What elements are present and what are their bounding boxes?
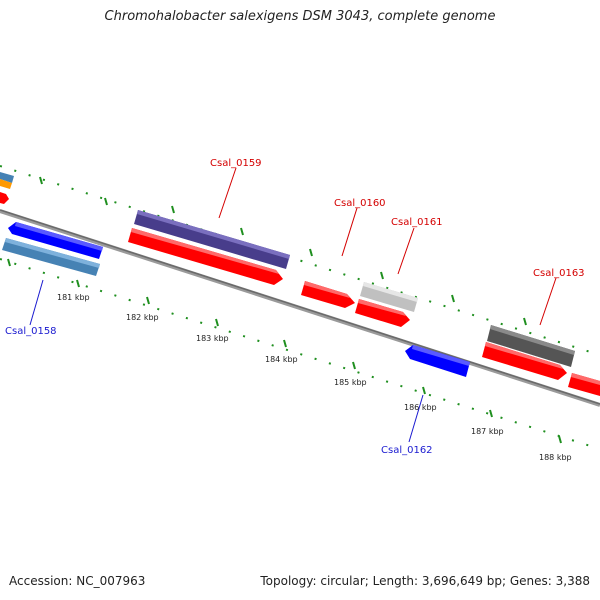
- outer-tick-row: [0, 165, 600, 356]
- scale-label-187: 187 kbp: [471, 427, 504, 436]
- inner-major-ticks: [7, 258, 562, 444]
- scale-label-181: 181 kbp: [57, 293, 90, 302]
- gene-forward-red-long[interactable]: [128, 228, 283, 285]
- gene-csal-0158[interactable]: [2, 238, 100, 276]
- scale-label-185: 185 kbp: [334, 378, 367, 387]
- accession-text: Accession: NC_007963: [9, 574, 146, 588]
- gene-csal-0163[interactable]: [487, 325, 575, 367]
- label-csal-0159: Csal_0159: [210, 158, 262, 169]
- gene-forward-red-mid[interactable]: [355, 299, 410, 327]
- callout-lines: [29, 167, 557, 443]
- outer-major-ticks: [39, 176, 527, 326]
- scale-label-186: 186 kbp: [404, 403, 437, 412]
- scale-label-188: 188 kbp: [539, 453, 572, 462]
- gene-csal-0162[interactable]: [405, 345, 470, 377]
- scale-label-184: 184 kbp: [265, 355, 298, 364]
- label-csal-0162: Csal_0162: [381, 445, 433, 456]
- scale-label-182: 182 kbp: [126, 313, 159, 322]
- map-title: Chromohalobacter salexigens DSM 3043, co…: [104, 9, 496, 24]
- label-csal-0161: Csal_0161: [391, 217, 443, 228]
- scale-label-183: 183 kbp: [196, 334, 229, 343]
- gene-csal-0160[interactable]: [301, 281, 355, 308]
- label-csal-0160: Csal_0160: [334, 198, 386, 209]
- backbone: [0, 209, 600, 407]
- label-csal-0158: Csal_0158: [5, 326, 57, 337]
- genome-summary-text: Topology: circular; Length: 3,696,649 bp…: [260, 574, 590, 588]
- label-csal-0163: Csal_0163: [533, 268, 585, 279]
- gene-reverse-blue-left[interactable]: [8, 222, 103, 259]
- gene-csal-0161[interactable]: [360, 282, 418, 312]
- gene-forward-red-edge[interactable]: [568, 373, 600, 396]
- gene-forward-red-right[interactable]: [482, 342, 567, 380]
- edge-features: [0, 172, 14, 204]
- gene-csal-0159[interactable]: [134, 210, 290, 269]
